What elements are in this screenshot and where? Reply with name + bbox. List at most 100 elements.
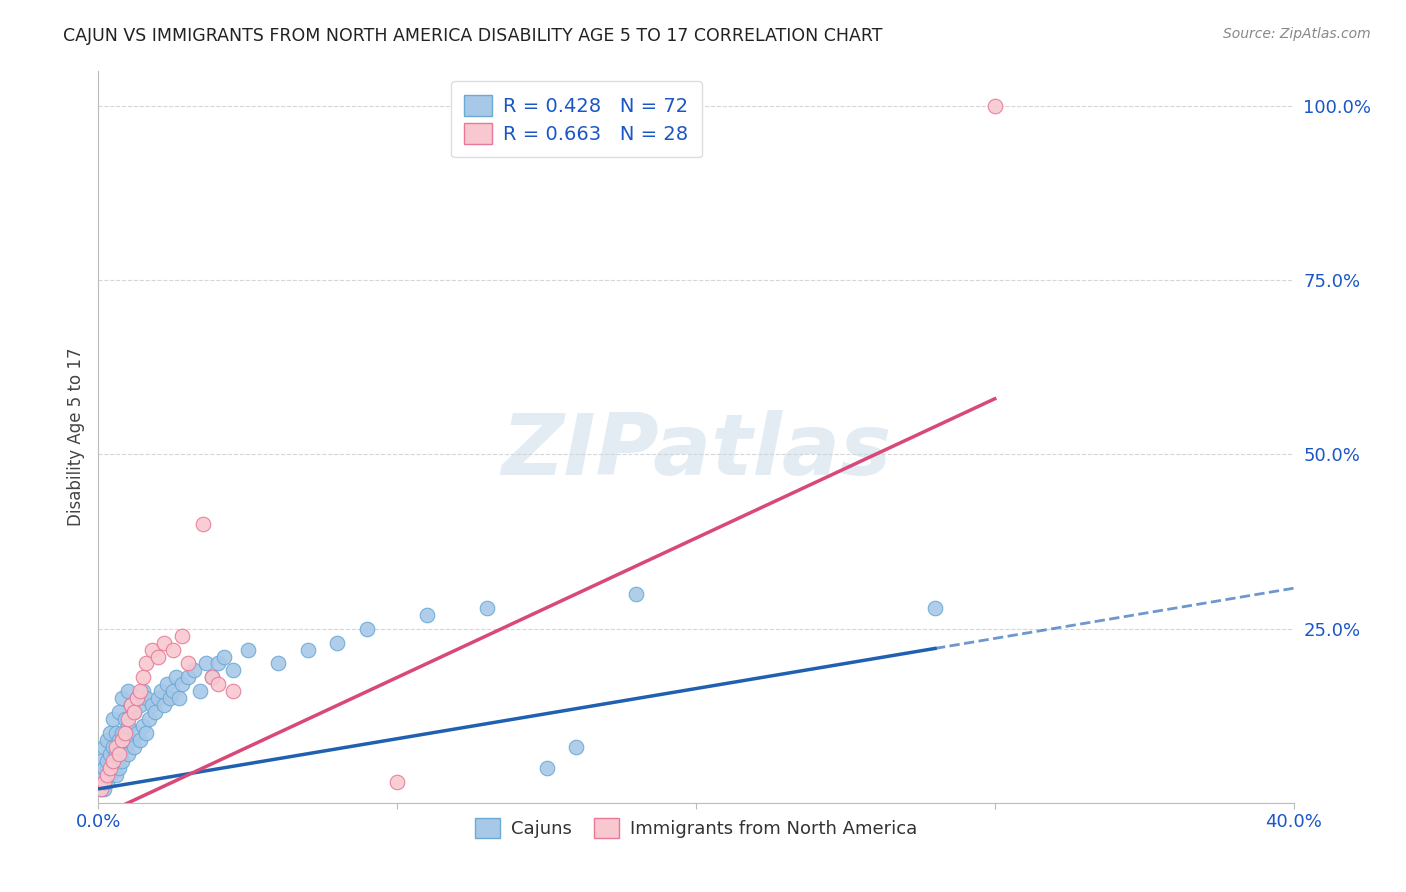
Point — [108, 705, 131, 719]
Point — [475, 600, 498, 615]
Point — [138, 712, 160, 726]
Point — [98, 747, 122, 761]
Point — [114, 712, 136, 726]
Point — [127, 691, 149, 706]
Point — [177, 670, 200, 684]
Point — [201, 670, 224, 684]
Point — [132, 719, 155, 733]
Point — [222, 684, 245, 698]
Point — [201, 670, 224, 684]
Point — [626, 587, 648, 601]
Point — [129, 684, 152, 698]
Point — [103, 754, 125, 768]
Point — [114, 726, 136, 740]
Point — [177, 657, 200, 671]
Point — [96, 754, 118, 768]
Point — [536, 761, 558, 775]
Point — [141, 698, 163, 713]
Point — [117, 684, 139, 698]
Point — [108, 747, 131, 761]
Point — [162, 642, 184, 657]
Point — [207, 657, 229, 671]
Point — [141, 642, 163, 657]
Point — [120, 698, 142, 713]
Point — [156, 677, 179, 691]
Point — [167, 691, 190, 706]
Point — [117, 747, 139, 761]
Point — [108, 733, 131, 747]
Point — [93, 781, 115, 796]
Point — [416, 607, 439, 622]
Point — [267, 657, 290, 671]
Point — [129, 698, 152, 713]
Point — [153, 635, 176, 649]
Point — [124, 705, 146, 719]
Point — [172, 677, 194, 691]
Point — [222, 664, 245, 678]
Point — [132, 670, 155, 684]
Point — [96, 768, 118, 782]
Point — [93, 740, 115, 755]
Point — [195, 657, 218, 671]
Point — [120, 698, 142, 713]
Point — [111, 733, 134, 747]
Point — [172, 629, 194, 643]
Point — [90, 781, 112, 796]
Text: CAJUN VS IMMIGRANTS FROM NORTH AMERICA DISABILITY AGE 5 TO 17 CORRELATION CHART: CAJUN VS IMMIGRANTS FROM NORTH AMERICA D… — [63, 27, 883, 45]
Point — [183, 664, 205, 678]
Point — [111, 726, 134, 740]
Point — [150, 684, 173, 698]
Point — [124, 740, 146, 755]
Point — [96, 733, 118, 747]
Point — [111, 691, 134, 706]
Text: Source: ZipAtlas.com: Source: ZipAtlas.com — [1223, 27, 1371, 41]
Point — [191, 517, 214, 532]
Point — [96, 775, 118, 789]
Point — [148, 649, 170, 664]
Legend: Cajuns, Immigrants from North America: Cajuns, Immigrants from North America — [468, 811, 924, 845]
Point — [148, 691, 170, 706]
Point — [924, 600, 946, 615]
Point — [135, 657, 157, 671]
Text: ZIPatlas: ZIPatlas — [501, 410, 891, 493]
Point — [114, 740, 136, 755]
Point — [98, 726, 122, 740]
Point — [105, 747, 128, 761]
Point — [103, 712, 125, 726]
Point — [120, 733, 142, 747]
Point — [135, 726, 157, 740]
Point — [132, 684, 155, 698]
Point — [98, 761, 122, 775]
Point — [127, 726, 149, 740]
Point — [297, 642, 319, 657]
Y-axis label: Disability Age 5 to 17: Disability Age 5 to 17 — [66, 348, 84, 526]
Point — [93, 775, 115, 789]
Point — [103, 761, 125, 775]
Point — [188, 684, 211, 698]
Point — [159, 691, 181, 706]
Point — [105, 726, 128, 740]
Point — [90, 768, 112, 782]
Point — [105, 768, 128, 782]
Point — [165, 670, 187, 684]
Point — [236, 642, 259, 657]
Point — [162, 684, 184, 698]
Point — [143, 705, 166, 719]
Point — [565, 740, 588, 755]
Point — [105, 740, 128, 755]
Point — [207, 677, 229, 691]
Point — [129, 733, 152, 747]
Point — [108, 761, 131, 775]
Point — [117, 712, 139, 726]
Point — [326, 635, 349, 649]
Point — [90, 754, 112, 768]
Point — [124, 705, 146, 719]
Point — [90, 781, 112, 796]
Point — [385, 775, 409, 789]
Point — [212, 649, 235, 664]
Point — [127, 691, 149, 706]
Point — [111, 754, 134, 768]
Point — [93, 761, 115, 775]
Point — [153, 698, 176, 713]
Point — [356, 622, 378, 636]
